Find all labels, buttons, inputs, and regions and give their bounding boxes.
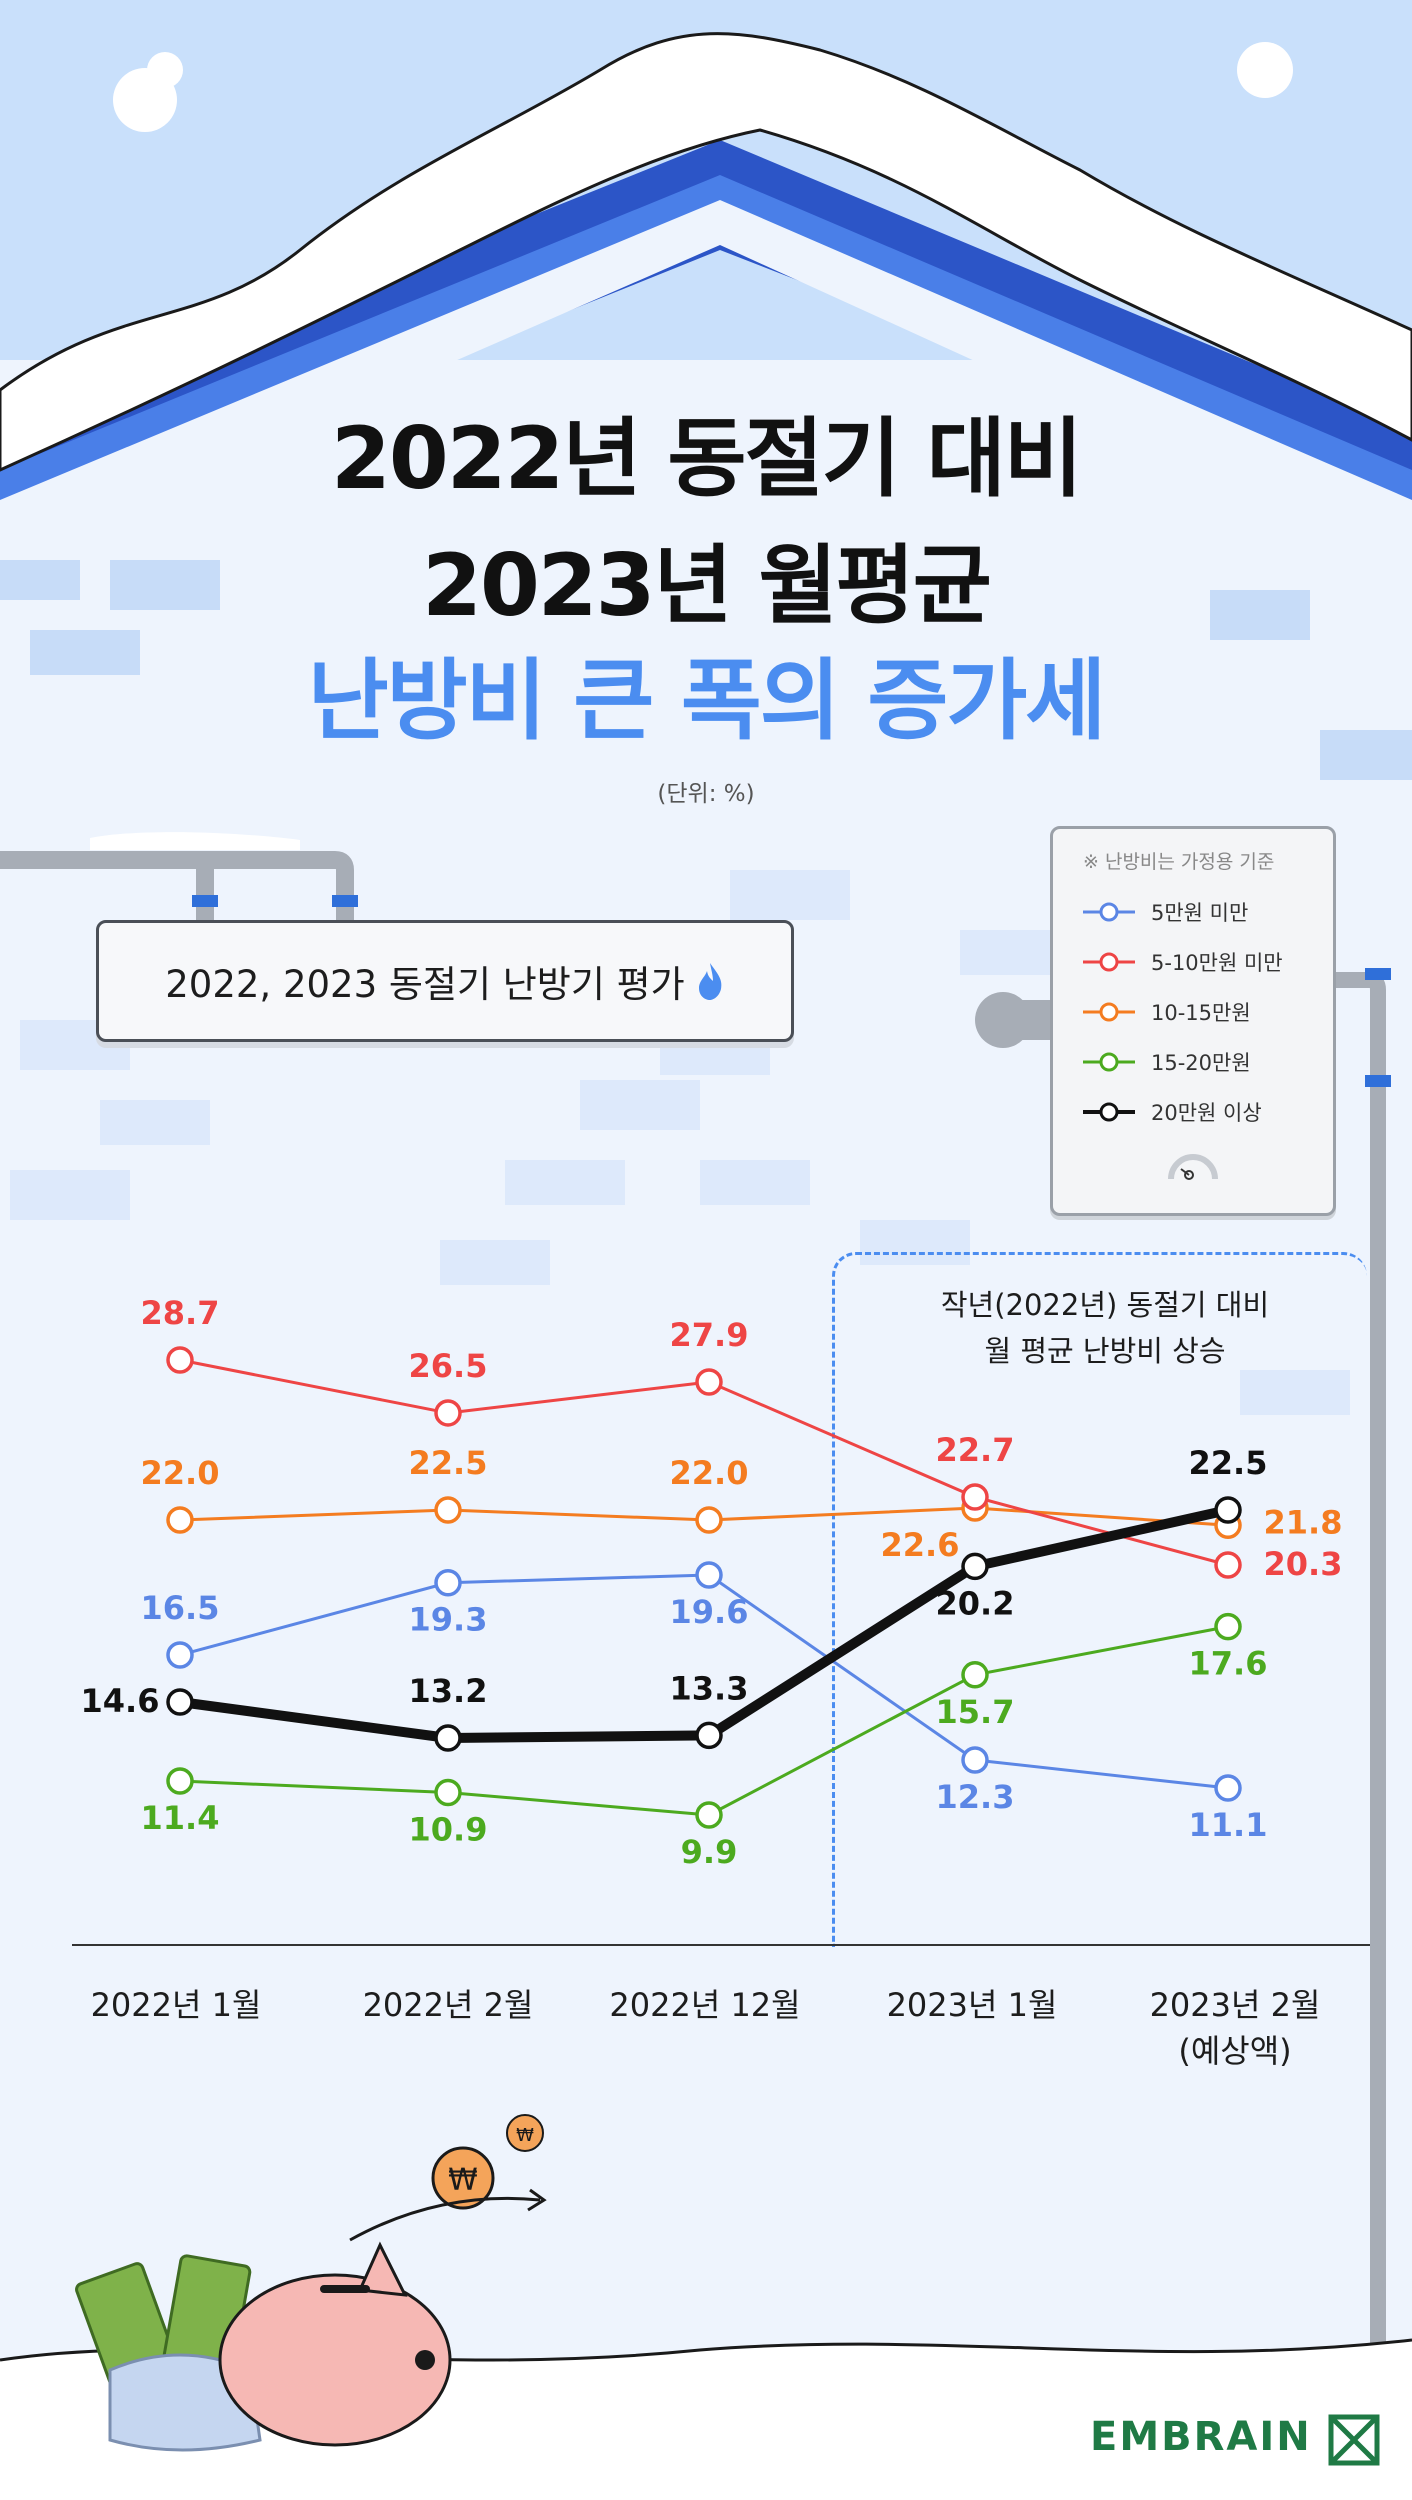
data-point	[961, 1552, 989, 1581]
title-line-2: 2023년 월평균	[422, 536, 992, 636]
legend-marker	[1083, 1002, 1135, 1022]
data-label: 22.5	[409, 1444, 488, 1482]
legend-marker	[1083, 902, 1135, 922]
coin-icon: ₩ ₩	[349, 2114, 547, 2242]
data-label: 19.6	[670, 1593, 749, 1631]
data-point	[1214, 1774, 1242, 1802]
data-point	[166, 1688, 194, 1716]
x-tick-label: 2022년 2월	[362, 1986, 534, 2024]
data-point	[434, 1399, 462, 1427]
legend-label: 5-10만원 미만	[1151, 951, 1283, 975]
legend-label: 5만원 미만	[1151, 901, 1249, 925]
data-label: 20.2	[936, 1584, 1015, 1622]
data-label: 13.2	[409, 1672, 488, 1710]
highlight-text: 작년(2022년) 동절기 대비 월 평균 난방비 상승	[880, 1282, 1330, 1374]
x-tick-label: 2022년 1월	[90, 1986, 262, 2024]
svg-text:₩: ₩	[448, 2163, 478, 2198]
data-point	[434, 1568, 462, 1597]
data-label: 20.3	[1264, 1545, 1343, 1583]
data-label: 16.5	[141, 1589, 220, 1627]
highlight-line-2: 월 평균 난방비 상승	[984, 1334, 1226, 1368]
data-point	[434, 1496, 462, 1524]
legend-label: 15-20만원	[1151, 1051, 1251, 1075]
highlight-line-1: 작년(2022년) 동절기 대비	[940, 1288, 1270, 1322]
data-label: 19.3	[409, 1601, 488, 1639]
data-point	[961, 1661, 989, 1689]
legend-marker	[1083, 1102, 1135, 1122]
brand-logo: EMBRAIN	[1090, 2414, 1312, 2460]
legend-marker	[1083, 1052, 1135, 1072]
highlight-region	[832, 1252, 1367, 1947]
legend-item-5-10: 5-10만원 미만	[1083, 947, 1283, 977]
data-point	[1214, 1551, 1242, 1579]
legend-note: ※ 난방비는 가정용 기준	[1083, 851, 1275, 873]
data-label: 22.6	[881, 1526, 960, 1564]
legend: ※ 난방비는 가정용 기준 5만원 미만 5-10만원 미만 10-15만원 1…	[1050, 826, 1336, 1216]
data-point	[434, 1778, 462, 1807]
legend-label: 10-15만원	[1151, 1001, 1251, 1025]
data-label: 22.0	[670, 1454, 749, 1492]
x-tick-label: 2023년 2월 (예상액)	[1115, 1982, 1355, 2074]
data-point	[961, 1483, 989, 1511]
unit-note: (단위: %)	[657, 781, 755, 807]
legend-item-20-over: 20만원 이상	[1083, 1097, 1262, 1127]
title-line-1: 2022년 동절기 대비	[331, 409, 1083, 509]
data-label: 27.9	[670, 1316, 749, 1354]
data-label: 17.6	[1189, 1645, 1268, 1683]
data-label: 13.3	[670, 1669, 749, 1707]
data-point	[166, 1346, 194, 1374]
data-label: 12.3	[936, 1778, 1015, 1816]
chart-title: 2022, 2023 동절기 난방기 평가	[165, 963, 685, 1006]
data-point	[695, 1721, 723, 1750]
flame-icon	[698, 963, 722, 1000]
legend-item-15-20: 15-20만원	[1083, 1047, 1251, 1077]
title-line-3: 난방비 큰 폭의 증가세	[307, 649, 1107, 752]
data-label: 9.9	[681, 1833, 738, 1871]
data-label: 10.9	[409, 1811, 488, 1849]
data-label: 28.7	[141, 1294, 220, 1332]
x-tick-label: 2022년 12월	[609, 1986, 801, 2024]
data-point	[695, 1801, 723, 1829]
data-label: 11.4	[141, 1799, 220, 1837]
dial-icon	[1168, 1154, 1218, 1180]
legend-marker	[1083, 952, 1135, 972]
data-point	[166, 1767, 194, 1795]
data-point	[1214, 1496, 1242, 1524]
data-label: 22.5	[1189, 1444, 1268, 1482]
data-point	[961, 1746, 989, 1774]
data-label: 21.8	[1264, 1503, 1343, 1541]
chart-title-box: 2022, 2023 동절기 난방기 평가	[96, 920, 794, 1042]
data-point	[434, 1724, 462, 1752]
legend-label: 20만원 이상	[1151, 1101, 1262, 1125]
data-point	[1214, 1612, 1242, 1641]
data-point	[695, 1561, 723, 1589]
x-tick-label: 2023년 1월	[886, 1986, 1058, 2024]
data-label: 14.6	[81, 1682, 160, 1720]
data-point	[166, 1506, 194, 1534]
x-tick-label-sub: (예상액)	[1178, 2032, 1292, 2070]
x-tick-label-main: 2023년 2월	[1149, 1986, 1321, 2024]
data-point	[695, 1368, 723, 1396]
data-label: 22.7	[936, 1431, 1015, 1469]
piggy-bank-illustration	[218, 2241, 452, 2447]
data-label: 26.5	[409, 1347, 488, 1385]
legend-item-5-under: 5만원 미만	[1083, 897, 1248, 927]
data-label: 22.0	[141, 1454, 220, 1492]
legend-item-10-15: 10-15만원	[1083, 997, 1251, 1027]
svg-text:₩: ₩	[516, 2125, 534, 2146]
brand-mark-icon	[1328, 2414, 1380, 2466]
data-label: 15.7	[936, 1693, 1015, 1731]
data-point	[695, 1506, 723, 1534]
data-point	[166, 1641, 194, 1669]
data-label: 11.1	[1189, 1806, 1268, 1844]
